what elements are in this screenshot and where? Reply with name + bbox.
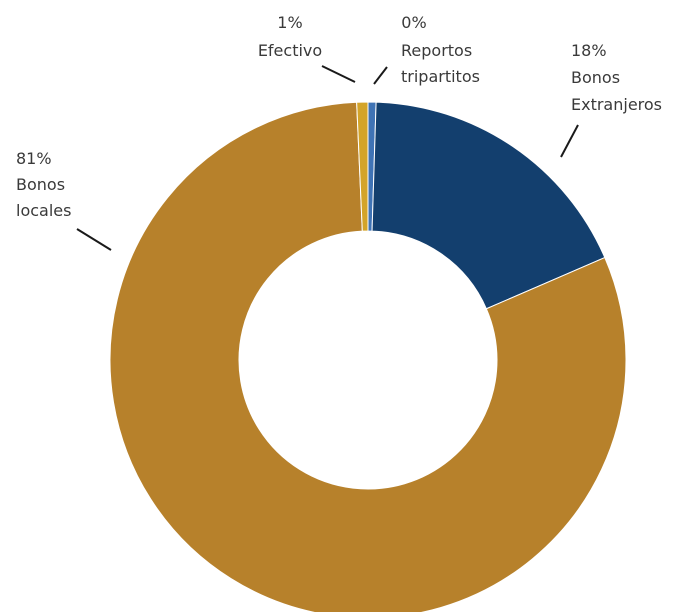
label-bonos-extranjeros: 18% Bonos Extranjeros [571,41,662,114]
data-label-extranjeros-pct: 18% [571,41,607,60]
label-efectivo: 1% Efectivo [258,13,322,60]
leader-line-bonos-locales [76,228,112,251]
slice-bonos-locales [109,101,627,612]
leader-lines-group [76,65,579,251]
data-label-efectivo-pct: 1% [277,13,302,32]
leader-line-efectivo [321,65,356,83]
data-label-locales-name-line2: locales [16,201,71,220]
data-label-locales-name-line1: Bonos [16,175,65,194]
slices-group [109,101,627,612]
slice-efectivo [356,101,369,232]
label-bonos-locales: 81% Bonos locales [16,149,71,220]
label-reportos: 0% Reportos tripartitos [401,13,480,86]
data-label-efectivo-name: Efectivo [258,41,322,60]
leader-line-reportos [373,66,388,85]
data-label-reportos-name-line2: tripartitos [401,67,480,86]
data-label-locales-pct: 81% [16,149,52,168]
data-label-extranjeros-name-line2: Extranjeros [571,95,662,114]
data-label-reportos-pct: 0% [401,13,426,32]
leader-line-bonos-extranjeros [560,124,579,158]
data-label-extranjeros-name-line1: Bonos [571,68,620,87]
data-label-reportos-name-line1: Reportos [401,41,472,60]
slice-bonos-extranjeros [371,101,606,310]
